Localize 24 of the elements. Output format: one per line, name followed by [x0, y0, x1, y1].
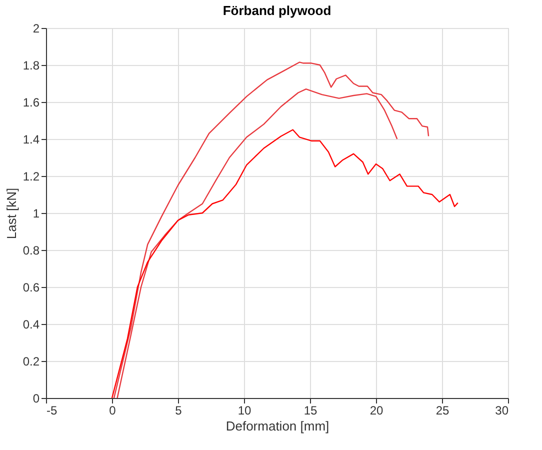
- y-tick-label: 0.2: [22, 354, 40, 368]
- x-tick-label: 15: [304, 404, 318, 418]
- x-tick-label: 25: [436, 404, 450, 418]
- y-tick-label: 0: [32, 392, 40, 406]
- chart-title: Förband plywood: [222, 3, 332, 18]
- y-tick-label: 1.4: [22, 132, 40, 146]
- y-tick-label: 0.4: [22, 318, 40, 332]
- x-tick-label: 0: [109, 404, 116, 418]
- line-series: [111, 129, 458, 399]
- y-axis-title: Last [kN]: [4, 188, 19, 240]
- y-tick-label: 0.8: [22, 244, 40, 258]
- x-tick-label: 10: [238, 404, 252, 418]
- line-series: [113, 62, 430, 399]
- y-tick-label: 1.2: [22, 170, 40, 184]
- x-tick-label: 20: [370, 404, 384, 418]
- x-tick-label: -5: [46, 404, 58, 418]
- y-tick-label: 2: [32, 22, 40, 36]
- x-tick-label: 30: [495, 404, 509, 418]
- y-tick-label: 1.8: [22, 58, 40, 72]
- y-tick-label: 1.6: [22, 96, 40, 110]
- x-axis-title: Deformation [mm]: [226, 418, 330, 434]
- x-tick-label: 5: [175, 404, 182, 418]
- y-tick-label: 1: [32, 206, 40, 220]
- y-tick-label: 0.6: [22, 280, 40, 294]
